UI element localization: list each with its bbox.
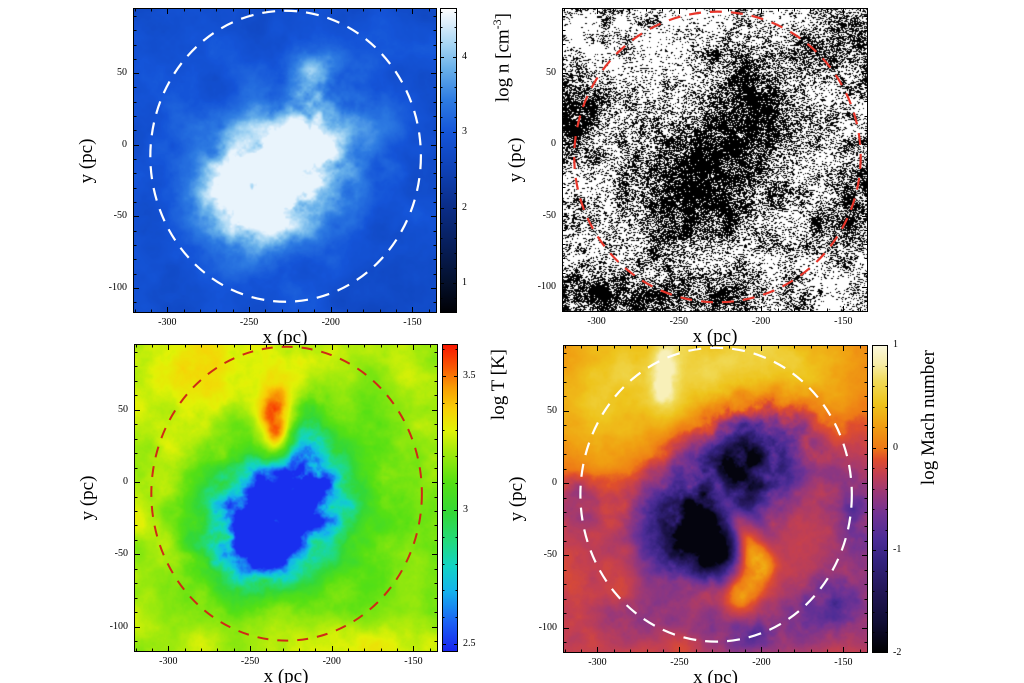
x-tick-label: -300 (159, 656, 178, 667)
colorbar-tick-label: 1 (893, 339, 898, 350)
x-tick-label: -250 (239, 317, 259, 328)
colorbar-border (440, 8, 457, 313)
colorbar-border (872, 345, 888, 653)
panel-mach-number: -300 -250 -200 -150 x (pc) 50 0 -50 -100 y (pc) -2… (506, 339, 939, 683)
colorbar-border (442, 344, 458, 652)
colorbar-label-text: log T [K] (488, 349, 509, 421)
x-tick-label: -250 (240, 656, 260, 667)
colorbar-label-exponent: -3 (490, 19, 504, 30)
x-tick-label: -300 (158, 317, 177, 328)
y-axis-label-text: y (pc) (76, 138, 97, 183)
colorbar-tick-label: 1 (462, 276, 467, 288)
panel-sink-particles: -300 -250 -200 -150 x (pc) 50 0 -50 -100 y (pc) (505, 8, 868, 347)
x-tick-label: -150 (834, 657, 853, 668)
y-tick-label: -100 (109, 620, 128, 632)
x-tick-label: -200 (321, 317, 340, 328)
y-tick-label: 50 (546, 66, 556, 78)
y-axis-label-text: y (pc) (505, 137, 526, 183)
panel-gas-temperature: -300 -250 -200 -150 x (pc) 50 0 -50 -100 y (pc) 2.… (77, 344, 509, 683)
colorbar-ticks (872, 345, 888, 653)
x-tick-label: -150 (403, 317, 422, 328)
y-axis-label-text: y (pc) (506, 476, 527, 522)
colorbar-tick-label: 0 (893, 441, 898, 453)
y-tick-label: 50 (547, 404, 557, 416)
colorbar-ticks (440, 12, 457, 313)
y-tick-label: -100 (538, 621, 557, 633)
y-tick-label: 0 (123, 476, 128, 488)
colorbar-gradient (442, 344, 458, 652)
colorbar-overlay (872, 345, 888, 653)
x-axis-label: x (pc) (263, 666, 309, 683)
colorbar-tick-label: 3 (462, 126, 467, 138)
colorbar-tick-label: -1 (893, 544, 902, 556)
x-tick-label: -300 (588, 657, 607, 668)
y-tick-label: 0 (552, 477, 557, 489)
colorbar-overlay (440, 8, 457, 313)
y-tick-label: -50 (543, 549, 557, 561)
colorbar-ticks (442, 349, 458, 645)
gas-temperature-canvas (134, 344, 438, 652)
x-axis-label: x (pc) (692, 326, 738, 347)
y-tick-label: -50 (542, 209, 556, 221)
x-tick-label: -300 (587, 316, 606, 327)
y-tick-label: 50 (118, 403, 128, 415)
panel-gas-density: -300 -250 -200 -150 x (pc) 50 0 -50 -100 y (pc) 1 2… (76, 8, 513, 348)
y-tick-label: 0 (122, 138, 127, 150)
y-tick-label: 50 (117, 67, 127, 79)
x-axis-label: x (pc) (262, 327, 308, 348)
colorbar-tick-label: 4 (462, 50, 467, 62)
colorbar-label-text: log n [cm (492, 29, 514, 103)
colorbar-gas-temperature (442, 344, 458, 652)
colorbar-gas-density (440, 8, 457, 313)
gas-density-canvas (133, 8, 437, 313)
x-tick-label: -200 (752, 657, 771, 668)
colorbar-tick-label: 2.5 (463, 637, 476, 649)
x-tick-label: -200 (322, 656, 341, 667)
y-tick-label: -50 (114, 548, 128, 560)
y-tick-label: 0 (551, 138, 556, 150)
colorbar-gradient (440, 8, 457, 313)
x-tick-label: -150 (834, 316, 853, 327)
x-tick-label: -250 (669, 316, 688, 327)
x-axis-label: x (pc) (693, 667, 738, 683)
colorbar-mach-number (872, 345, 888, 653)
x-tick-label: -250 (670, 657, 689, 668)
colorbar-gradient (872, 345, 888, 653)
sink-particles-canvas (562, 8, 868, 312)
colorbar-overlay (442, 344, 458, 652)
colorbar-label-close: ] (492, 13, 514, 20)
y-tick-label: -50 (113, 210, 127, 222)
y-axis-label-text: y (pc) (77, 475, 98, 521)
colorbar-tick-label: 2 (462, 201, 467, 213)
colorbar-label-text: log Mach number (918, 350, 939, 486)
y-tick-label: -100 (108, 281, 127, 293)
x-tick-label: -150 (404, 656, 423, 667)
mach-number-canvas (563, 345, 868, 653)
y-tick-label: -100 (537, 281, 556, 293)
colorbar-tick-label: -2 (893, 647, 902, 658)
colorbar-tick-label: 3.5 (463, 370, 476, 382)
x-tick-label: -200 (751, 316, 771, 327)
colorbar-tick-label: 3 (463, 504, 468, 516)
